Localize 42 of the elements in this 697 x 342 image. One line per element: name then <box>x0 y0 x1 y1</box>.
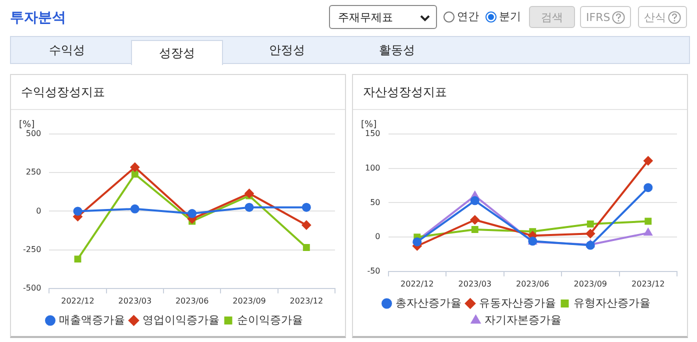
x-tick-label: 2022/12 <box>400 279 434 288</box>
y-axis-title: [%] <box>19 120 35 130</box>
x-tick-label: 2022/12 <box>61 296 94 306</box>
legend-label: 영업이익증가율 <box>142 313 220 326</box>
y-tick-label: -50 <box>367 266 380 276</box>
legend-label: 유형자산증가율 <box>573 296 650 310</box>
chart-title: 자산성장성지표 <box>353 75 687 110</box>
y-tick-label: 100 <box>364 163 380 172</box>
x-tick-label: 2023/09 <box>574 279 607 288</box>
text: 주재무제표 <box>338 10 393 24</box>
text: 산식 <box>644 10 666 24</box>
legend-label: 유동자산증가율 <box>478 296 556 310</box>
text: 연간 <box>457 9 479 24</box>
legend-label: 총자산증가율 <box>395 296 462 310</box>
y-tick-label: 0 <box>375 232 380 242</box>
x-tick-label: 2023/06 <box>175 296 209 306</box>
text: IFRS <box>586 10 610 24</box>
y-tick-label: 500 <box>26 129 42 138</box>
x-tick-label: 2023/12 <box>290 296 324 306</box>
chart-title: 수익성장성지표 <box>11 75 345 110</box>
legend-label: 순이익증가율 <box>236 313 303 326</box>
y-tick-label: -250 <box>23 244 42 254</box>
text: 안정성 <box>268 42 306 59</box>
text: 활동성 <box>378 42 416 59</box>
y-tick-label: 150 <box>364 129 380 138</box>
x-tick-label: 2023/06 <box>516 279 550 288</box>
x-tick-label: 2023/12 <box>632 279 665 288</box>
x-tick-label: 2023/09 <box>232 296 266 306</box>
text: 수익성 <box>48 42 86 59</box>
legend-label: 매출액증가율 <box>58 313 125 326</box>
y-tick-label: 0 <box>36 206 42 216</box>
y-tick-label: 50 <box>370 198 380 207</box>
text: 검색 <box>529 6 575 28</box>
text: 분기 <box>499 9 521 24</box>
y-tick-label: 250 <box>26 168 42 177</box>
y-tick-label: -500 <box>23 283 42 292</box>
y-axis-title: [%] <box>361 120 377 130</box>
text: 투자분석 <box>10 9 66 27</box>
text: 성장성 <box>131 40 223 65</box>
x-tick-label: 2023/03 <box>118 296 152 306</box>
legend-label: 자기자본증가율 <box>484 313 562 326</box>
x-tick-label: 2023/03 <box>458 279 492 288</box>
